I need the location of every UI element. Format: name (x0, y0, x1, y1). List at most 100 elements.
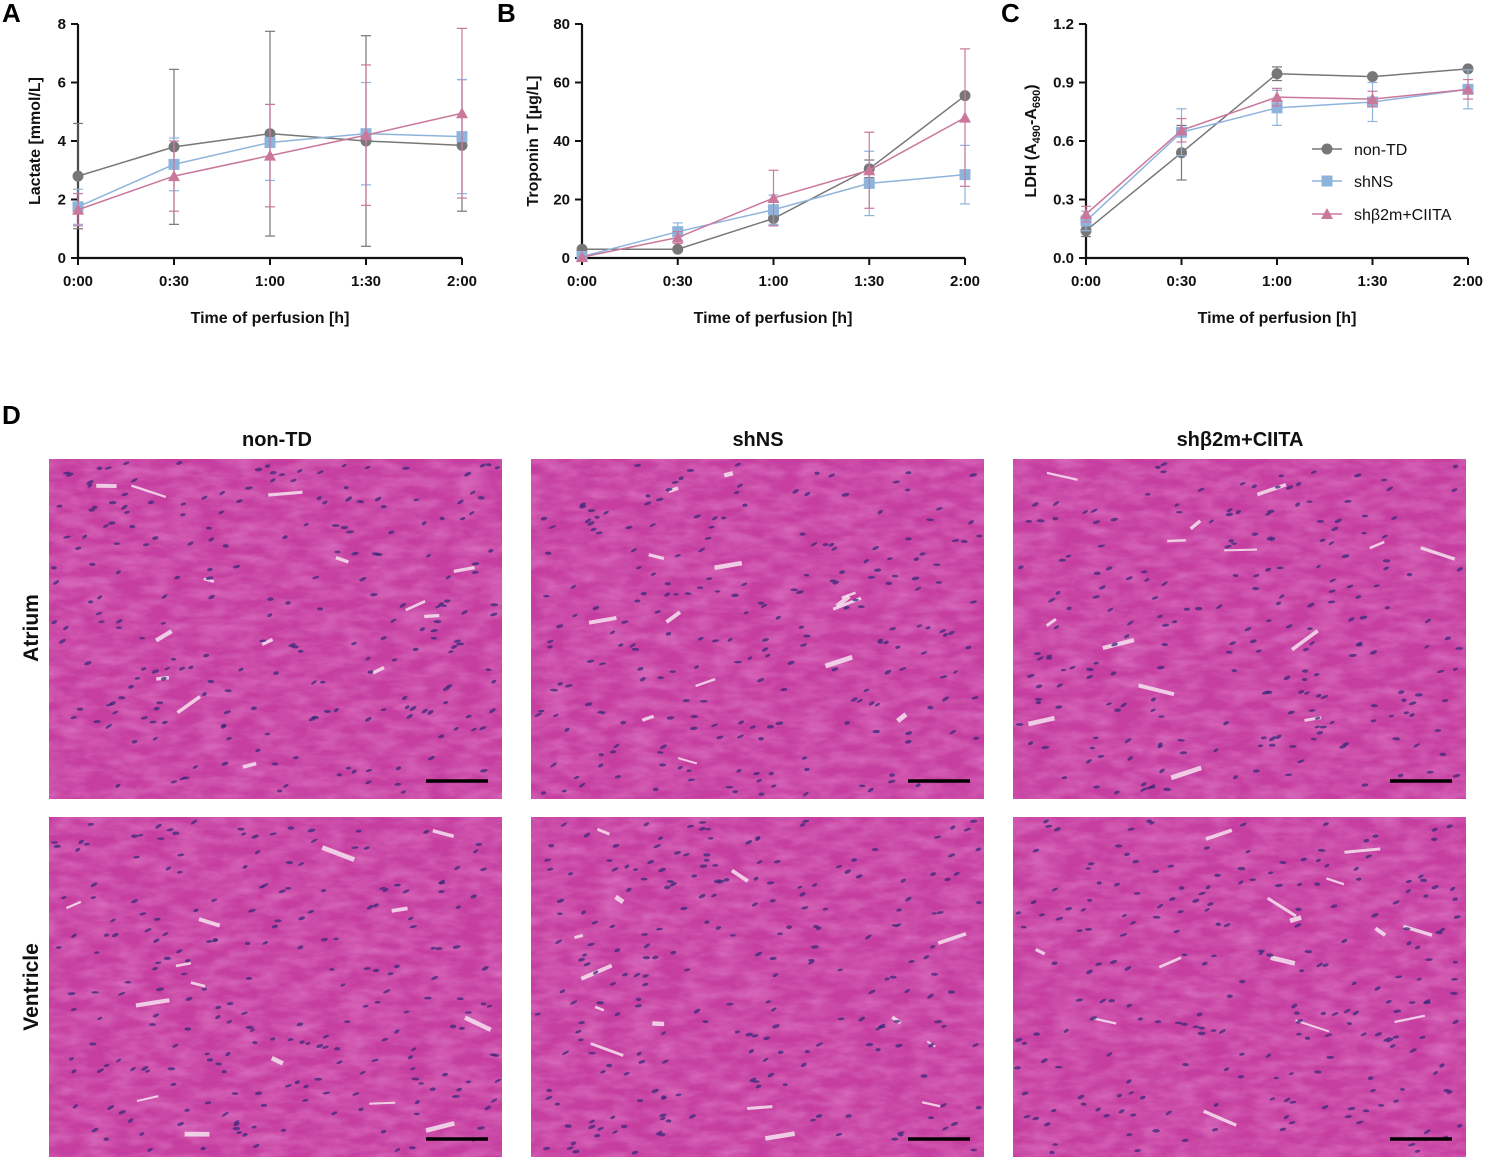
nucleus (913, 557, 920, 562)
nucleus (1196, 1012, 1203, 1017)
nucleus (698, 547, 706, 553)
nucleus (115, 570, 121, 575)
nucleus (1439, 752, 1447, 757)
nucleus (534, 712, 542, 717)
nucleus (1054, 1065, 1063, 1069)
nucleus (1150, 708, 1156, 712)
nucleus (344, 1020, 351, 1023)
nucleus (1232, 573, 1239, 577)
nucleus (307, 828, 316, 833)
nucleus (1329, 578, 1336, 583)
legend-label: shβ2m+CIITA (1354, 207, 1452, 224)
series-triangle (72, 27, 468, 227)
nucleus (262, 941, 269, 945)
nucleus (537, 709, 545, 713)
nucleus (1314, 1070, 1322, 1074)
nucleus (334, 550, 341, 554)
data-point (264, 149, 276, 161)
nucleus (421, 708, 428, 714)
nucleus (1274, 485, 1281, 489)
nucleus (594, 515, 600, 519)
nucleus (1268, 743, 1276, 747)
tissue-gap (453, 565, 475, 573)
nucleus (143, 543, 150, 547)
nucleus (278, 889, 286, 894)
nucleus (651, 1088, 659, 1094)
nucleus (1103, 1114, 1110, 1118)
nucleus (371, 552, 380, 556)
nucleus (755, 1084, 762, 1089)
nucleus (1383, 1037, 1391, 1042)
nucleus (895, 1043, 903, 1048)
nucleus (1295, 482, 1302, 487)
nucleus (1356, 1120, 1364, 1125)
tissue-gap (574, 934, 584, 940)
nucleus (400, 790, 407, 794)
nucleus (659, 763, 667, 767)
tissue-gap (1374, 926, 1387, 937)
nucleus (245, 976, 252, 980)
nucleus (1409, 1048, 1417, 1053)
nucleus (409, 1146, 416, 1150)
tissue-gap (937, 932, 967, 945)
nucleus (1258, 951, 1264, 956)
nucleus (939, 675, 948, 679)
nucleus (1419, 1035, 1426, 1040)
x-tick-label: 1:00 (758, 273, 788, 290)
nucleus (152, 1013, 160, 1018)
nucleus (402, 466, 410, 470)
nucleus (1383, 566, 1390, 571)
tissue-gap (391, 906, 408, 913)
nucleus (780, 687, 788, 692)
nucleus (929, 872, 937, 877)
nucleus (647, 860, 655, 865)
nucleus (905, 731, 913, 736)
nucleus (802, 819, 810, 823)
nucleus (1296, 883, 1303, 887)
nucleus (931, 912, 937, 915)
nucleus (1223, 923, 1231, 928)
nucleus (761, 647, 769, 652)
nucleus (1279, 860, 1287, 865)
nucleus (1285, 624, 1293, 629)
nucleus (433, 620, 442, 624)
nucleus (131, 899, 138, 904)
nucleus (1275, 601, 1282, 606)
nucleus (620, 1124, 628, 1129)
nucleus (1213, 748, 1219, 753)
nucleus (624, 864, 630, 869)
nucleus (1093, 661, 1099, 665)
nucleus (1127, 620, 1134, 626)
nucleus (1165, 1110, 1172, 1116)
nucleus (757, 678, 765, 683)
nucleus (471, 727, 477, 732)
nucleus (914, 586, 922, 591)
nucleus (180, 972, 188, 976)
nucleus (1163, 787, 1172, 792)
nucleus (1127, 827, 1135, 831)
nucleus (603, 510, 609, 515)
nucleus (768, 771, 774, 776)
nucleus (950, 825, 956, 830)
nucleus (613, 743, 620, 749)
nucleus (578, 1038, 584, 1042)
nucleus (766, 724, 774, 729)
nucleus (1346, 584, 1354, 589)
nucleus (640, 877, 648, 881)
nucleus (1405, 879, 1412, 884)
nucleus (461, 610, 468, 615)
x-tick-label: 1:30 (351, 273, 381, 290)
nucleus (802, 791, 809, 797)
nucleus (1146, 819, 1153, 824)
nucleus (1370, 1088, 1376, 1093)
nucleus (872, 546, 879, 550)
nucleus (762, 1057, 769, 1062)
nucleus (1455, 647, 1464, 650)
nucleus (1249, 878, 1256, 882)
nucleus (225, 1051, 231, 1057)
data-point (72, 203, 84, 215)
x-tick-label: 2:00 (447, 273, 477, 290)
nucleus (592, 970, 599, 975)
nucleus (234, 1120, 240, 1125)
column-title-shb2m-ciita: shβ2m+CIITA (1177, 429, 1304, 451)
